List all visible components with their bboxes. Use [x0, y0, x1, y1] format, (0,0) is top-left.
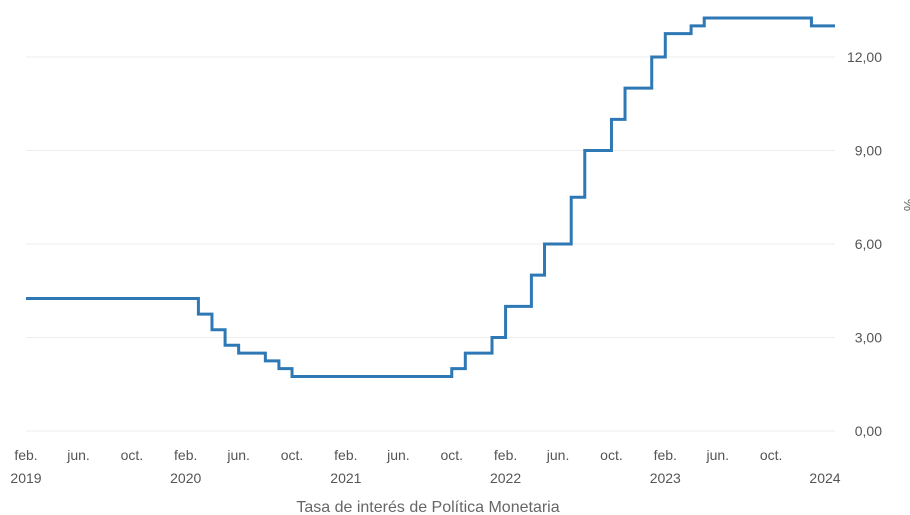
x-tick-year: 2020: [170, 470, 201, 486]
x-tick-month: oct.: [121, 447, 144, 463]
x-tick-month: feb.: [494, 447, 517, 463]
series-line: [26, 16, 835, 378]
x-tick-year: 2023: [650, 470, 681, 486]
x-tick-month: jun.: [546, 447, 570, 463]
x-tick-year: 2021: [330, 470, 361, 486]
x-tick-month: feb.: [654, 447, 677, 463]
x-tick-month: oct.: [600, 447, 623, 463]
x-tick-month: feb.: [174, 447, 197, 463]
series-layer: [26, 16, 835, 378]
x-tick-month: jun.: [386, 447, 410, 463]
x-tick-year: 2024: [809, 470, 840, 486]
x-tick-month: feb.: [334, 447, 357, 463]
y-axis-ticks: 0,00 3,00 6,00 9,00 12,00: [847, 49, 882, 439]
x-axis-ticks: feb. 2019 jun. oct. feb. 2020 jun. oct. feb. 2021…: [10, 447, 840, 486]
x-tick-month: oct.: [440, 447, 463, 463]
y-tick-label: 3,00: [855, 330, 882, 346]
x-tick-month: oct.: [281, 447, 304, 463]
chart-title: Tasa de interés de Política Monetaria: [296, 499, 559, 515]
y-tick-label: 0,00: [855, 423, 882, 439]
x-tick-month: feb.: [14, 447, 37, 463]
x-tick-month: jun.: [706, 447, 730, 463]
x-tick-month: jun.: [226, 447, 250, 463]
x-tick-year: 2019: [10, 470, 41, 486]
x-tick-year: 2022: [490, 470, 521, 486]
y-tick-label: 9,00: [855, 143, 882, 159]
y-tick-label: 6,00: [855, 236, 882, 252]
y-tick-label: 12,00: [847, 49, 882, 65]
y-axis-label: %: [901, 199, 910, 211]
x-tick-month: oct.: [760, 447, 783, 463]
x-tick-month: jun.: [66, 447, 90, 463]
gridlines: [26, 56, 835, 432]
